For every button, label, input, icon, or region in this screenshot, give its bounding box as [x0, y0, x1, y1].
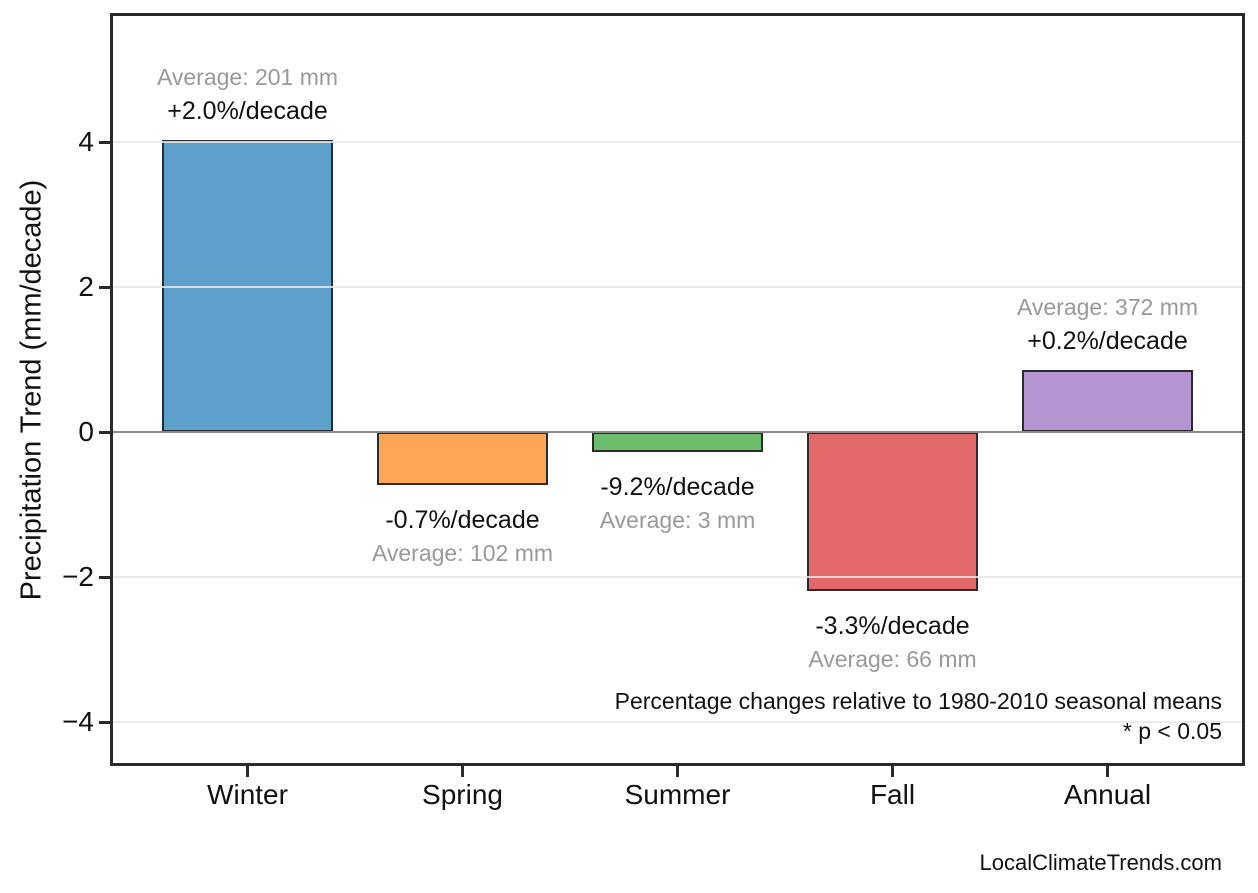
plot-area: Average: 201 mm +2.0%/decade -0.7%/decade A…: [110, 13, 1245, 766]
footnote-significance: * p < 0.05: [1122, 718, 1222, 744]
gridline-y-2: [113, 576, 1242, 578]
ytick-mark-4: [99, 140, 110, 144]
average-label-fall: Average: 66 mm: [808, 645, 977, 672]
ytick-label-0: 0: [78, 416, 94, 447]
xtick-mark-annual: [1106, 766, 1109, 777]
ytick-mark-2: [99, 285, 110, 289]
annotation-spring: -0.7%/decade Average: 102 mm: [372, 503, 553, 570]
footnote-block: Percentage changes relative to 1980-2010…: [615, 686, 1222, 746]
average-label-annual: Average: 372 mm: [1016, 294, 1199, 321]
y-axis-title: Precipitation Trend (mm/decade): [15, 179, 48, 601]
bar-annual: [1022, 370, 1193, 432]
percent-label-summer: -9.2%/decade: [600, 472, 755, 501]
ytick-mark--2: [99, 575, 110, 579]
xtick-mark-fall: [891, 766, 894, 777]
bar-winter: [162, 139, 333, 432]
ytick-label--4: −4: [62, 706, 94, 737]
ytick-label-4: 4: [78, 126, 94, 157]
percent-label-annual: +0.2%/decade: [1027, 327, 1188, 356]
xtick-label-spring: Spring: [422, 779, 503, 810]
bar-spring: [377, 432, 548, 485]
bar-fall: [807, 432, 978, 591]
ytick-mark-0: [99, 430, 110, 434]
percent-label-fall: -3.3%/decade: [815, 611, 970, 640]
xtick-label-summer: Summer: [624, 779, 731, 810]
xtick-mark-winter: [246, 766, 249, 777]
xtick-mark-summer: [676, 766, 679, 777]
annotation-annual: Average: 372 mm +0.2%/decade: [1017, 291, 1198, 358]
watermark: LocalClimateTrends.com: [979, 850, 1223, 875]
average-label-winter: Average: 201 mm: [156, 63, 339, 90]
percent-label-winter: +2.0%/decade: [167, 96, 328, 125]
annotation-winter: Average: 201 mm +2.0%/decade: [157, 61, 338, 128]
average-label-spring: Average: 102 mm: [371, 539, 554, 566]
bar-summer: [592, 432, 763, 452]
xtick-label-annual: Annual: [1063, 779, 1152, 810]
average-label-summer: Average: 3 mm: [599, 506, 756, 533]
annotation-summer: -9.2%/decade Average: 3 mm: [600, 470, 756, 537]
percent-label-spring: -0.7%/decade: [385, 505, 540, 534]
xtick-label-winter: Winter: [207, 779, 288, 810]
ytick-label--2: −2: [62, 561, 94, 592]
annotation-fall: -3.3%/decade Average: 66 mm: [808, 609, 976, 676]
xtick-label-fall: Fall: [869, 779, 916, 810]
ytick-label-2: 2: [78, 271, 94, 302]
ytick-mark--4: [99, 720, 110, 724]
xtick-mark-spring: [461, 766, 464, 777]
footnote-relative-means: Percentage changes relative to 1980-2010…: [614, 688, 1222, 714]
